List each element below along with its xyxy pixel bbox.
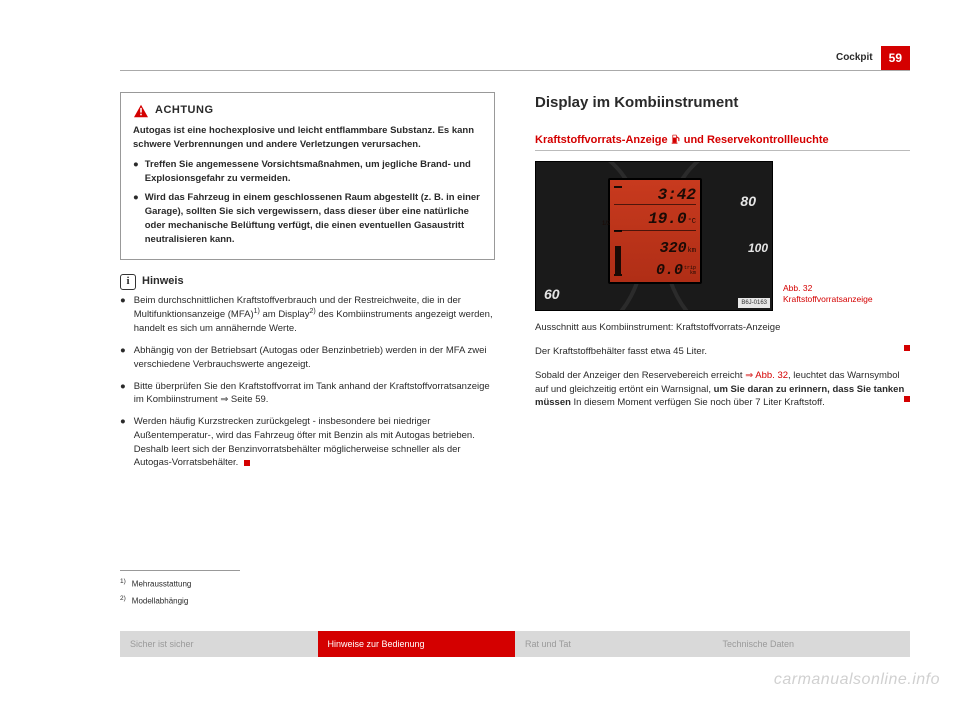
hinweis-bullet: ● Abhängig von der Betriebsart (Autogas …: [120, 344, 495, 372]
footnote: 2)Modellabhängig: [120, 594, 495, 607]
hinweis-bullet-text: Bitte überprüfen Sie den Kraftstoffvorra…: [134, 380, 495, 408]
achtung-intro: Autogas ist eine hochexplosive und leich…: [133, 124, 482, 152]
body-text: Sobald der Anzeiger den Reservebereich e…: [535, 369, 910, 410]
left-column: ACHTUNG Autogas ist eine hochexplosive u…: [120, 92, 495, 611]
gauge-number: 80: [740, 192, 756, 212]
gauge-number: 100: [748, 240, 768, 257]
hinweis-title: Hinweis: [142, 274, 184, 289]
footer-nav: Sicher ist sicher Hinweise zur Bedienung…: [120, 631, 910, 657]
watermark: carmanualsonline.info: [774, 669, 940, 691]
hinweis-bullet-text: Werden häufig Kurzstrecken zurückgelegt …: [134, 415, 495, 470]
achtung-bullet: ●Wird das Fahrzeug in einem geschlossene…: [133, 191, 482, 246]
image-code: B6J-0163: [738, 298, 770, 308]
section-end-marker: [904, 345, 910, 351]
achtung-box: ACHTUNG Autogas ist eine hochexplosive u…: [120, 92, 495, 260]
hinweis-bullet: ● Beim durchschnittlichen Kraftstoffverb…: [120, 294, 495, 336]
footer-tab-sicher[interactable]: Sicher ist sicher: [120, 631, 318, 657]
hinweis-header: i Hinweis: [120, 274, 495, 290]
subsection-rule: [535, 150, 910, 151]
hinweis-bullet-text: Abhängig von der Betriebsart (Autogas od…: [134, 344, 495, 372]
gauge-number: 60: [544, 285, 560, 305]
achtung-bullet-text: Wird das Fahrzeug in einem geschlossenen…: [145, 191, 482, 246]
lcd-temp: 19.0°C: [648, 208, 696, 230]
body-text: Der Kraftstoffbehälter fasst etwa 45 Lit…: [535, 345, 910, 359]
section-heading: Display im Kombiinstrument: [535, 92, 910, 113]
achtung-bullet-text: Treffen Sie angemessene Vorsichtsmaßnahm…: [145, 158, 482, 186]
section-end-marker: [904, 396, 910, 402]
warning-triangle-icon: [133, 104, 149, 118]
achtung-title: ACHTUNG: [155, 103, 214, 118]
lcd-trip: 0.0trip km: [656, 260, 696, 281]
right-column: Display im Kombiinstrument Kraftstoffvor…: [535, 92, 910, 611]
hinweis-bullet-text: Beim durchschnittlichen Kraftstoffverbra…: [134, 294, 495, 336]
footer-tab-rat[interactable]: Rat und Tat: [515, 631, 713, 657]
lcd-display: 1/2 3:42 19.0°C 320km 0.0trip km: [608, 178, 702, 284]
achtung-bullet: ●Treffen Sie angemessene Vorsichtsmaßnah…: [133, 158, 482, 186]
footnotes-rule: [120, 570, 240, 571]
footer-tab-hinweise[interactable]: Hinweise zur Bedienung: [318, 631, 516, 657]
page-header: Cockpit 59: [836, 46, 910, 71]
header-section: Cockpit: [836, 51, 873, 65]
info-icon: i: [120, 274, 136, 290]
section-end-marker: [244, 460, 250, 466]
figure-row: 60 80 100 1/2 3:42 19.0°C 320km: [535, 161, 910, 311]
hinweis-bullet: ● Bitte überprüfen Sie den Kraftstoffvor…: [120, 380, 495, 408]
page-number: 59: [881, 46, 910, 71]
header-rule: [120, 70, 910, 71]
fuel-gauge-scale: [614, 186, 624, 278]
footer-tab-technische[interactable]: Technische Daten: [713, 631, 911, 657]
figure-caption: Abb. 32 Kraftstoffvorratsanzeige: [783, 283, 893, 311]
fuel-pump-icon: [671, 134, 681, 144]
hinweis-bullet: ● Werden häufig Kurzstrecken zurückgeleg…: [120, 415, 495, 470]
lcd-odo: 320km: [660, 238, 696, 259]
footnote: 1)Mehrausstattung: [120, 577, 495, 590]
figure-reference-link[interactable]: ⇒ Abb. 32: [745, 370, 788, 381]
subsection-heading: Kraftstoffvorrats-Anzeige und Reservekon…: [535, 133, 910, 148]
dashboard-figure: 60 80 100 1/2 3:42 19.0°C 320km: [535, 161, 773, 311]
body-text: Ausschnitt aus Kombiinstrument: Kraftsto…: [535, 321, 910, 335]
